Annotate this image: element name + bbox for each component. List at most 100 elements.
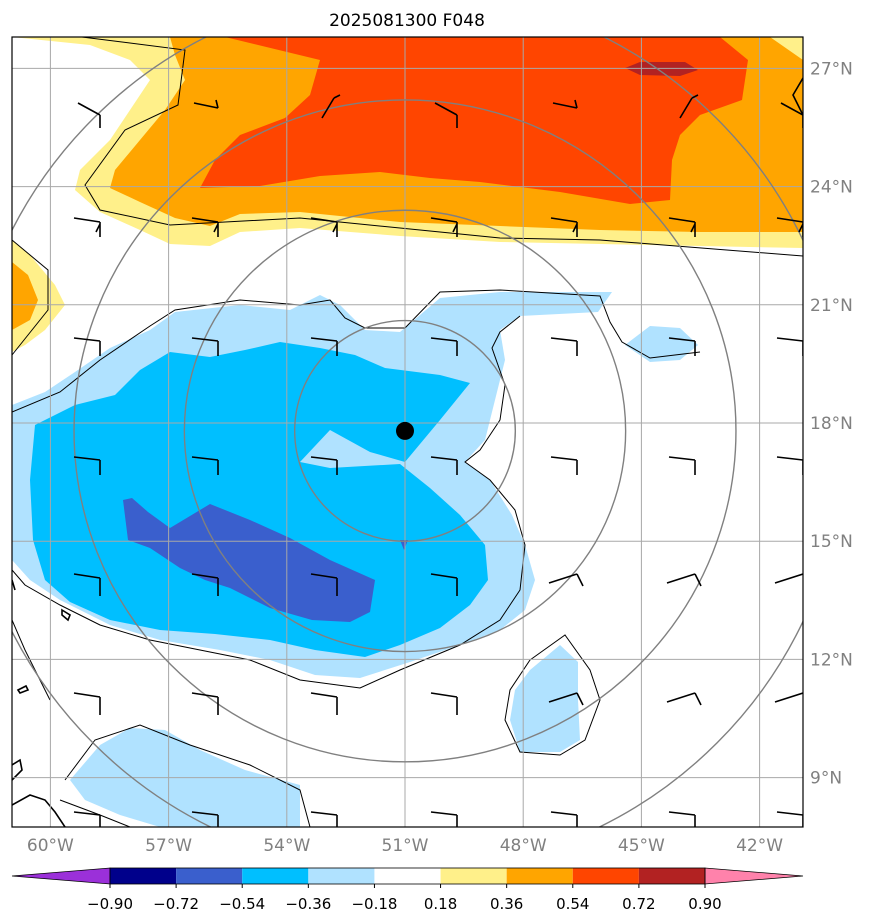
negative-anomaly-level3	[123, 498, 375, 622]
wind-barb-stroke	[430, 811, 458, 827]
wind-barb-stroke	[73, 217, 101, 237]
range-rings	[12, 37, 803, 827]
longitude-label: 57°W	[145, 836, 192, 856]
wind-barb	[776, 337, 803, 356]
wind-barb-stroke	[191, 811, 219, 827]
wind-barb	[310, 217, 338, 237]
colorbar-bin	[572, 868, 639, 884]
wind-barb	[430, 217, 458, 237]
colorbar-bin	[638, 868, 705, 884]
wind-barb-stroke	[193, 99, 219, 109]
wind-barb	[310, 692, 338, 715]
longitude-label: 42°W	[736, 836, 783, 856]
longitude-label: 51°W	[382, 836, 429, 856]
wind-barb-stroke	[73, 692, 101, 715]
colorbar-tick-label: 0.90	[688, 895, 721, 913]
latitude-label: 24°N	[810, 178, 853, 198]
wind-barb-stroke	[552, 99, 578, 109]
wind-barb-stroke	[780, 102, 803, 128]
wind-barb-stroke	[776, 217, 803, 237]
wind-barb-stroke	[310, 456, 338, 475]
wind-barb-stroke	[679, 94, 699, 119]
wind-barb	[430, 811, 458, 827]
coastlines	[12, 77, 803, 827]
wind-barb	[776, 217, 803, 237]
wind-barb-stroke	[73, 337, 101, 356]
wind-barb-stroke	[548, 692, 584, 706]
colorbar-bin	[176, 868, 243, 884]
wind-barb-stroke	[73, 811, 101, 827]
wind-barb	[679, 94, 699, 119]
latitude-label: 9°N	[810, 769, 842, 789]
wind-barb-stroke	[310, 337, 338, 356]
wind-barb-stroke	[191, 573, 219, 596]
colorbar-tick-label: 0.54	[556, 895, 589, 913]
plot-area	[12, 37, 803, 827]
wind-barb-stroke	[666, 573, 702, 587]
wind-barb	[552, 99, 578, 109]
wind-barb	[668, 811, 696, 827]
negative-anomaly-ne-patch	[625, 326, 698, 362]
wind-barb-stroke	[774, 692, 803, 703]
latitude-label: 27°N	[810, 59, 853, 79]
wind-barb-stroke	[191, 217, 219, 237]
longitude-labels: 60°W 57°W 54°W 51°W 48°W 45°W 42°W	[27, 836, 783, 856]
wind-barb	[191, 337, 219, 356]
wind-barb	[310, 456, 338, 475]
wind-barb	[191, 456, 219, 475]
wind-barb	[776, 456, 803, 475]
wind-barb-stroke	[430, 456, 458, 475]
wind-barb	[548, 692, 584, 706]
wind-barb	[550, 337, 578, 356]
wind-barb-stroke	[310, 692, 338, 715]
wind-barb-stroke	[550, 456, 578, 475]
longitude-label: 48°W	[500, 836, 547, 856]
wind-barb	[550, 811, 578, 827]
wind-barb	[193, 99, 219, 109]
negative-anomaly-se-patch	[510, 645, 580, 752]
range-ring	[183, 209, 627, 653]
latitude-label: 12°N	[810, 650, 853, 670]
wind-barb-stroke	[430, 573, 458, 596]
colorbar-frame	[109, 867, 706, 885]
wind-barb	[550, 217, 578, 237]
colorbar	[11, 867, 804, 885]
colorbar-tick-label: −0.36	[285, 895, 331, 913]
colorbar-extend-min	[11, 867, 111, 885]
wind-barb	[774, 573, 803, 584]
wind-barb	[73, 456, 101, 475]
positive-anomaly-west-level1	[12, 240, 65, 352]
wind-barb	[430, 337, 458, 356]
range-ring	[73, 99, 737, 763]
wind-barb	[191, 217, 219, 237]
wind-barb-stroke	[191, 692, 219, 715]
wind-barb-stroke	[548, 573, 584, 587]
wind-barb	[191, 573, 219, 596]
wind-barb	[668, 217, 696, 237]
storm-center-marker	[396, 421, 414, 440]
wind-barb-stroke	[776, 456, 803, 475]
colorbar-extend-max	[704, 867, 804, 885]
colorbar-tick-label: −0.90	[87, 895, 133, 913]
wind-barb-stroke	[434, 102, 458, 128]
wind-barb	[548, 573, 584, 587]
latitude-label: 18°N	[810, 414, 853, 434]
wind-barb	[780, 102, 803, 128]
wind-barb	[321, 94, 341, 119]
wind-barb	[550, 456, 578, 475]
wind-barb	[73, 217, 101, 237]
wind-barb-stroke	[191, 337, 219, 356]
colorbar-labels: −0.90 −0.72 −0.54 −0.36 −0.18 0.18 0.36 0.54 0.7…	[87, 884, 722, 913]
colorbar-tick-label: 0.36	[490, 895, 523, 913]
wind-barb-stroke	[321, 94, 341, 119]
wind-barb-stroke	[310, 573, 338, 596]
wind-barb	[191, 811, 219, 827]
wind-barb	[776, 811, 803, 827]
longitude-label: 60°W	[27, 836, 74, 856]
colorbar-bin	[440, 868, 507, 884]
wind-barb-stroke	[430, 692, 458, 715]
wind-barb-stroke	[550, 217, 578, 237]
wind-barb-stroke	[77, 102, 101, 128]
colorbar-tick-label: −0.54	[219, 895, 265, 913]
